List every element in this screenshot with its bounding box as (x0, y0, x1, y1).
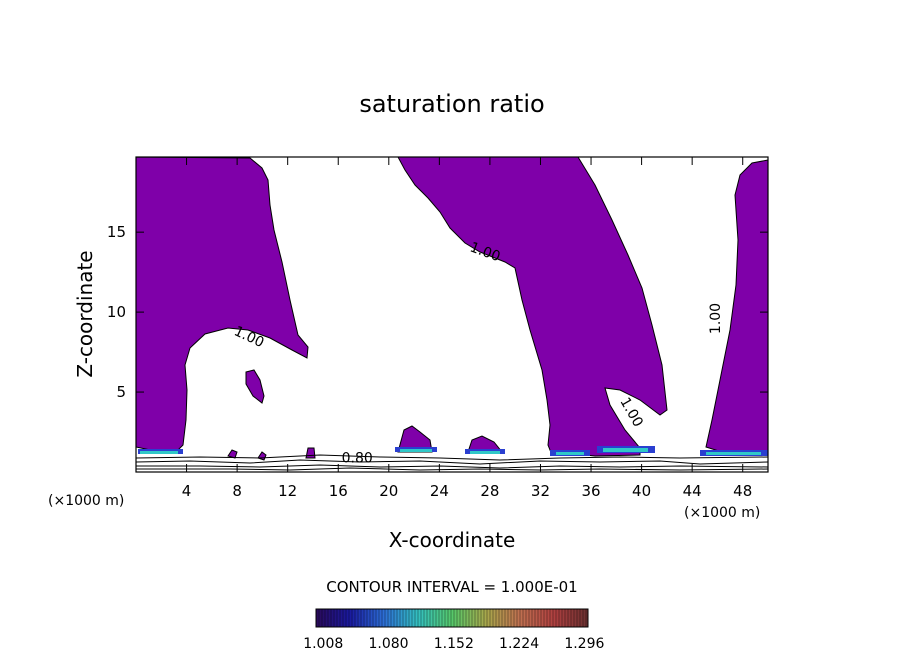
x-tick-label: 44 (683, 482, 702, 500)
chart-title: saturation ratio (359, 90, 544, 118)
colorbar (315, 608, 589, 628)
contour-label: 1.00 (708, 303, 724, 334)
y-tick-label: 10 (107, 303, 126, 321)
colorbar-ticks: 1.008 1.080 1.152 1.224 1.296 (303, 636, 604, 652)
x-tick-label: 36 (581, 482, 600, 500)
supersaturated-blob (245, 369, 265, 404)
plot-area (136, 157, 768, 471)
x-tick-label: 24 (430, 482, 449, 500)
x-tick-label: 8 (232, 482, 242, 500)
y-tick-label: 15 (107, 223, 126, 241)
x-unit-right: (×1000 m) (684, 505, 760, 521)
contour-label: 0.80 (342, 450, 373, 466)
colorbar-tick-label: 1.008 (303, 636, 343, 652)
y-axis-label: Z-coordinate (73, 250, 97, 377)
contour-interval-text: CONTOUR INTERVAL = 1.000E-01 (326, 578, 577, 596)
x-tick-label: 32 (531, 482, 550, 500)
colorbar-tick-label: 1.152 (434, 636, 474, 652)
surface-bump-4 (227, 449, 238, 459)
x-tick-label: 20 (379, 482, 398, 500)
y-ticks: 5 10 15 (107, 223, 768, 401)
x-tick-label: 12 (278, 482, 297, 500)
x-unit-left: (×1000 m) (48, 493, 124, 509)
x-tick-label: 40 (632, 482, 651, 500)
colorbar-tick-label: 1.296 (564, 636, 604, 652)
x-ticks: 4 8 12 16 20 24 28 32 36 40 44 48 (182, 157, 752, 500)
colorbar-tick-label: 1.080 (368, 636, 408, 652)
y-tick-label: 5 (116, 383, 126, 401)
surface-bump-3 (305, 447, 316, 459)
x-axis-label: X-coordinate (389, 528, 516, 552)
contour-labels: 1.001.001.001.000.80 (231, 240, 724, 467)
surface-bump-5 (257, 451, 267, 461)
supersaturated-region-left (136, 157, 309, 453)
x-tick-label: 4 (182, 482, 192, 500)
colorbar-tick-label: 1.224 (499, 636, 539, 652)
surface-contour-lines (136, 454, 768, 471)
x-tick-label: 16 (329, 482, 348, 500)
x-tick-label: 48 (733, 482, 752, 500)
surface-high-values (138, 446, 768, 456)
plot-frame (135, 156, 769, 473)
x-tick-label: 28 (480, 482, 499, 500)
colorbar-hatching (318, 609, 587, 627)
